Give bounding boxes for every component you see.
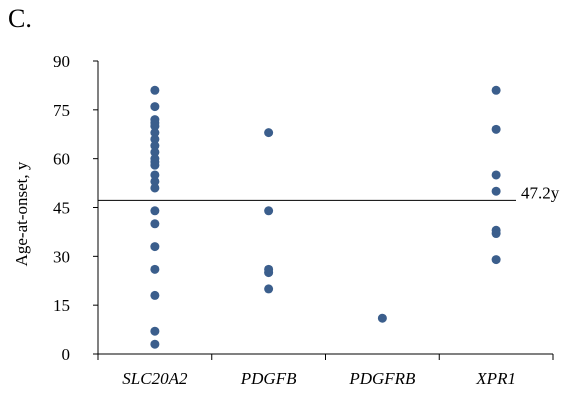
y-ticks: 0 15 30 45 60 75 90 [53,52,98,364]
x-ticks: SLC20A2 PDGFB PDGFRB XPR1 [97,354,554,388]
data-point [150,242,160,252]
x-category-label: XPR1 [475,369,516,388]
y-tick-label: 60 [53,150,70,169]
reference-line-group: 47.2y [98,183,560,202]
data-point [150,183,160,193]
data-point [150,326,160,336]
data-point [150,176,160,186]
data-point [150,219,160,229]
y-tick-label: 45 [53,199,70,218]
data-point [377,313,387,323]
data-point [150,339,160,349]
data-point [150,290,160,300]
y-tick-label: 30 [53,247,70,266]
y-tick-label: 90 [53,52,70,71]
x-category-label: PDGFRB [348,369,416,388]
data-point [150,170,160,180]
y-axis-title: Age-at-onset, y [12,161,31,266]
data-point [491,170,501,180]
data-point [264,206,274,216]
data-point [491,124,501,134]
panel-label: C. [8,4,32,33]
data-point [150,85,160,95]
y-tick-label: 15 [53,296,70,315]
data-point [264,128,274,138]
data-point [491,186,501,196]
data-point [150,102,160,112]
data-point [264,284,274,294]
data-point [150,160,160,170]
y-tick-label: 75 [53,101,70,120]
data-point [150,206,160,216]
data-point [150,141,160,151]
data-point [150,128,160,138]
data-point [264,268,274,278]
data-point [150,147,160,157]
data-point [150,121,160,131]
y-tick-label: 0 [62,345,71,364]
data-points [150,85,501,349]
data-point [150,264,160,274]
x-category-label: SLC20A2 [122,369,188,388]
x-category-label: PDGFB [240,369,297,388]
data-point [150,134,160,144]
data-point [491,255,501,265]
reference-line-label: 47.2y [521,183,560,202]
data-point [491,229,501,239]
data-point [491,85,501,95]
